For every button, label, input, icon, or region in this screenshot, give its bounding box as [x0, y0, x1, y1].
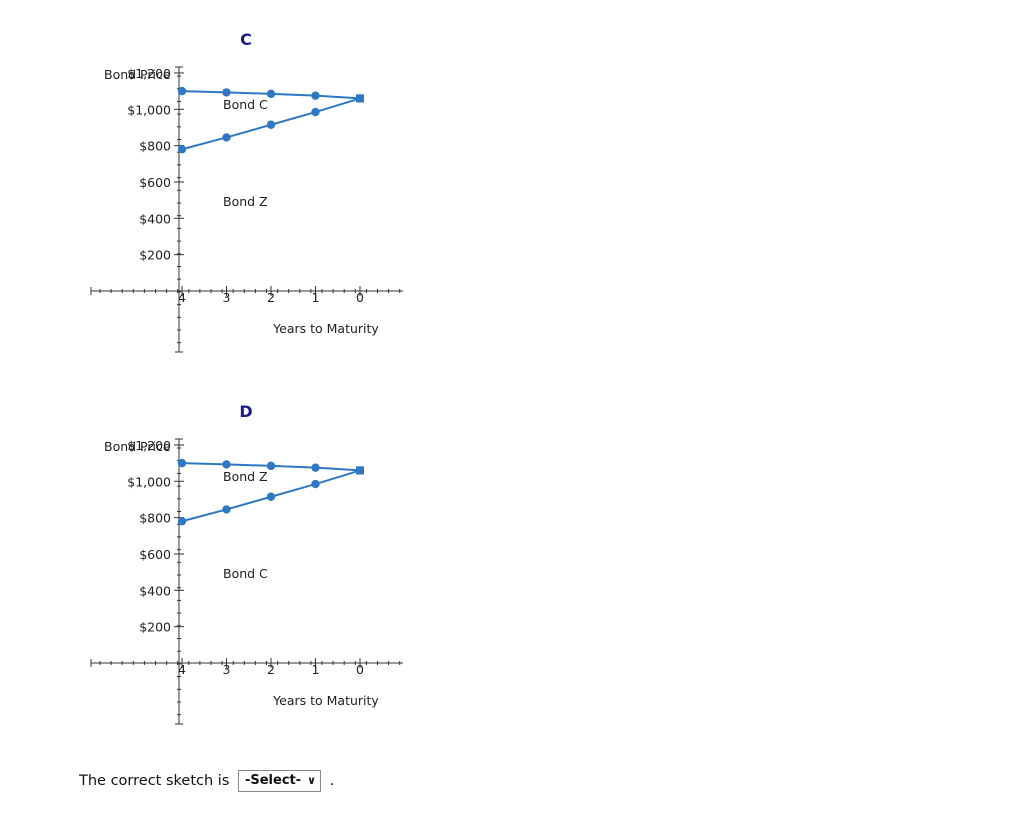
- y-tick-label: $600: [139, 547, 171, 562]
- y-tick-label: $200: [139, 248, 171, 263]
- panel-letter: D: [239, 402, 252, 421]
- series-label: Bond Z: [223, 194, 268, 209]
- y-tick-label: $400: [139, 583, 171, 598]
- x-tick-label: 1: [312, 290, 320, 305]
- y-tick-label: $600: [139, 175, 171, 190]
- y-tick-label: $800: [139, 139, 171, 154]
- x-tick-label: 4: [178, 662, 186, 677]
- series-point: [222, 133, 231, 142]
- x-tick-label: 0: [356, 290, 364, 305]
- series-point: [266, 120, 276, 129]
- y-tick-label: $1,000: [127, 102, 171, 117]
- x-tick-label: 0: [356, 662, 364, 677]
- series-point: [311, 463, 320, 472]
- answer-row: The correct sketch is -Select- ∨ .: [79, 770, 334, 792]
- series-point: [266, 461, 276, 471]
- x-tick-label: 1: [312, 662, 320, 677]
- series-point: [222, 505, 231, 514]
- x-tick-label: 2: [267, 662, 275, 677]
- y-axis-title: Bond Price: [104, 67, 171, 82]
- series-label: Bond C: [223, 97, 268, 112]
- series-label: Bond Z: [223, 469, 268, 484]
- x-tick-label: 3: [223, 662, 231, 677]
- y-tick-label: $200: [139, 620, 171, 635]
- chart-d: D Bond Price $1,200 $1,000 $800 $600 $400 $200 4…: [0, 372, 520, 742]
- series-point: [177, 458, 187, 468]
- x-tick-label: 4: [178, 290, 186, 305]
- y-tick-label: $1,000: [127, 474, 171, 489]
- chart-c-svg: C Bond Price$1,200 $1,000 $800 $600 $400 $200 4…: [90, 30, 403, 353]
- x-axis-title: Years to Maturity: [272, 693, 379, 708]
- y-tick-label: $1,200: [127, 438, 171, 453]
- x-axis-title: Years to Maturity: [272, 321, 379, 336]
- series-point: [311, 479, 320, 489]
- answer-period: .: [329, 773, 335, 789]
- series-point: [177, 517, 187, 526]
- series-point: [177, 86, 187, 96]
- y-tick-label: $1,200: [127, 66, 171, 81]
- answer-prompt: The correct sketch is: [79, 773, 230, 789]
- x-tick-label: 2: [267, 290, 275, 305]
- panel-letter: C: [240, 30, 252, 49]
- sketch-select[interactable]: -Select- ∨: [237, 770, 322, 792]
- series-point: [222, 88, 231, 97]
- series-point: [266, 492, 276, 501]
- series-label: Bond C: [223, 566, 268, 581]
- series-point: [356, 94, 364, 103]
- series-point: [177, 145, 187, 154]
- series-point: [356, 466, 364, 475]
- chart-c: C Bond Price $1,200 $1,000 $800 $600 $400 $200 4…: [0, 0, 520, 370]
- y-tick-label: $800: [139, 511, 171, 526]
- series-point: [311, 107, 320, 117]
- y-axis-title: Bond Price: [104, 439, 171, 454]
- series-point: [222, 460, 231, 469]
- y-tick-label: $400: [139, 211, 171, 226]
- chevron-down-icon: ∨: [307, 774, 317, 787]
- chart-d-svg: D Bond Price$1,200 $1,000 $800 $600 $400 $200 4…: [90, 402, 403, 725]
- x-tick-label: 3: [223, 290, 231, 305]
- series-point: [311, 91, 320, 100]
- series-point: [266, 89, 276, 99]
- sketch-select-value: -Select-: [244, 773, 302, 788]
